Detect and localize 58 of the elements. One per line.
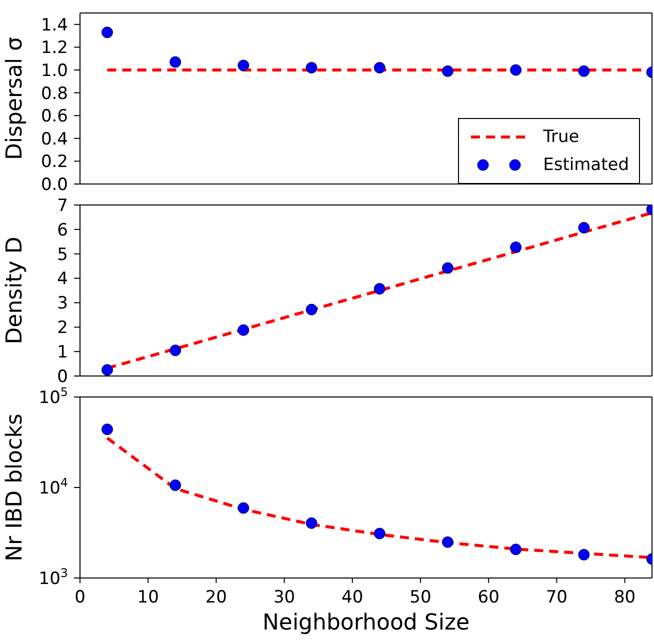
y-tick-label: 2 (57, 318, 68, 338)
y-tick-label: 1.0 (40, 60, 68, 81)
x-tick-label: 60 (478, 587, 500, 608)
point (510, 64, 522, 76)
point (510, 544, 522, 556)
x-tick-label: 40 (342, 587, 364, 608)
point (170, 56, 182, 68)
x-tick-label: 0 (74, 587, 86, 608)
point (170, 344, 182, 356)
y-tick-label: 1 (57, 342, 68, 363)
point (238, 60, 250, 72)
point (238, 324, 250, 336)
y-tick-label: 4 (57, 269, 68, 290)
point (374, 62, 386, 74)
y-tick-label: 7 (57, 196, 68, 216)
point (578, 65, 590, 77)
y-axis-title: Nr IBD blocks (2, 414, 28, 562)
y-tick-label: 1.4 (40, 15, 68, 36)
x-tick-label: 30 (273, 587, 296, 608)
x-axis-title: Neighborhood Size (262, 610, 470, 636)
y-tick-label: 0 (57, 366, 68, 387)
x-tick-label: 10 (137, 587, 159, 608)
point (442, 262, 454, 274)
legend-label: Estimated (543, 155, 629, 175)
point (101, 424, 113, 436)
y-tick-label: 5 (57, 244, 68, 265)
x-tick-label: 70 (546, 587, 568, 608)
y-axis-title: Dispersal σ (2, 36, 28, 160)
point (238, 502, 250, 514)
point (374, 283, 386, 295)
y-tick-label: 0.8 (40, 84, 68, 104)
point (101, 364, 113, 376)
x-tick-label: 20 (205, 587, 228, 608)
point (578, 222, 590, 234)
point (510, 242, 522, 254)
y-tick-label: 0.2 (40, 152, 68, 172)
y-tick-label: 10$^{4}$ (38, 475, 68, 498)
y-tick-label: 0.0 (40, 174, 68, 195)
point (101, 26, 113, 38)
y-tick-label: 0.6 (40, 106, 68, 127)
point (306, 62, 318, 74)
y-tick-label: 10$^{5}$ (38, 384, 68, 408)
y-tick-label: 1.2 (40, 38, 68, 58)
y-tick-label: 10$^{3}$ (38, 566, 68, 589)
point (442, 65, 454, 77)
x-tick-label: 50 (410, 587, 432, 608)
point (578, 548, 590, 560)
point (306, 304, 318, 316)
point (442, 536, 454, 548)
point (374, 528, 386, 540)
y-tick-label: 0.4 (40, 129, 68, 150)
point (170, 479, 182, 491)
y-tick-label: 3 (57, 294, 68, 314)
y-axis-title: Density D (2, 236, 28, 344)
point (306, 517, 318, 529)
legend-label: True (543, 127, 580, 147)
y-tick-label: 6 (57, 220, 68, 240)
x-tick-label: 80 (614, 587, 636, 608)
